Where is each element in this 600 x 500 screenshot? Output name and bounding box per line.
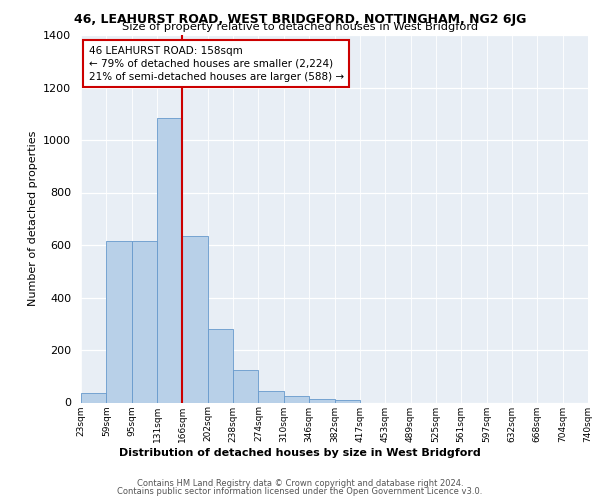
Text: Contains HM Land Registry data © Crown copyright and database right 2024.: Contains HM Land Registry data © Crown c… [137,479,463,488]
Bar [335,400,360,402]
Y-axis label: Number of detached properties: Number of detached properties [28,131,38,306]
Bar [81,394,106,402]
Bar [309,398,335,402]
Bar [132,241,157,402]
Text: 46 LEAHURST ROAD: 158sqm
← 79% of detached houses are smaller (2,224)
21% of sem: 46 LEAHURST ROAD: 158sqm ← 79% of detach… [89,46,344,82]
Text: Size of property relative to detached houses in West Bridgford: Size of property relative to detached ho… [122,22,478,32]
Bar [182,236,208,402]
Bar [106,241,132,402]
Text: Contains public sector information licensed under the Open Government Licence v3: Contains public sector information licen… [118,488,482,496]
Text: Distribution of detached houses by size in West Bridgford: Distribution of detached houses by size … [119,448,481,458]
Bar [259,390,284,402]
Text: 46, LEAHURST ROAD, WEST BRIDGFORD, NOTTINGHAM, NG2 6JG: 46, LEAHURST ROAD, WEST BRIDGFORD, NOTTI… [74,12,526,26]
Bar [284,396,309,402]
Bar [233,370,259,402]
Bar [157,118,182,403]
Bar [208,329,233,402]
